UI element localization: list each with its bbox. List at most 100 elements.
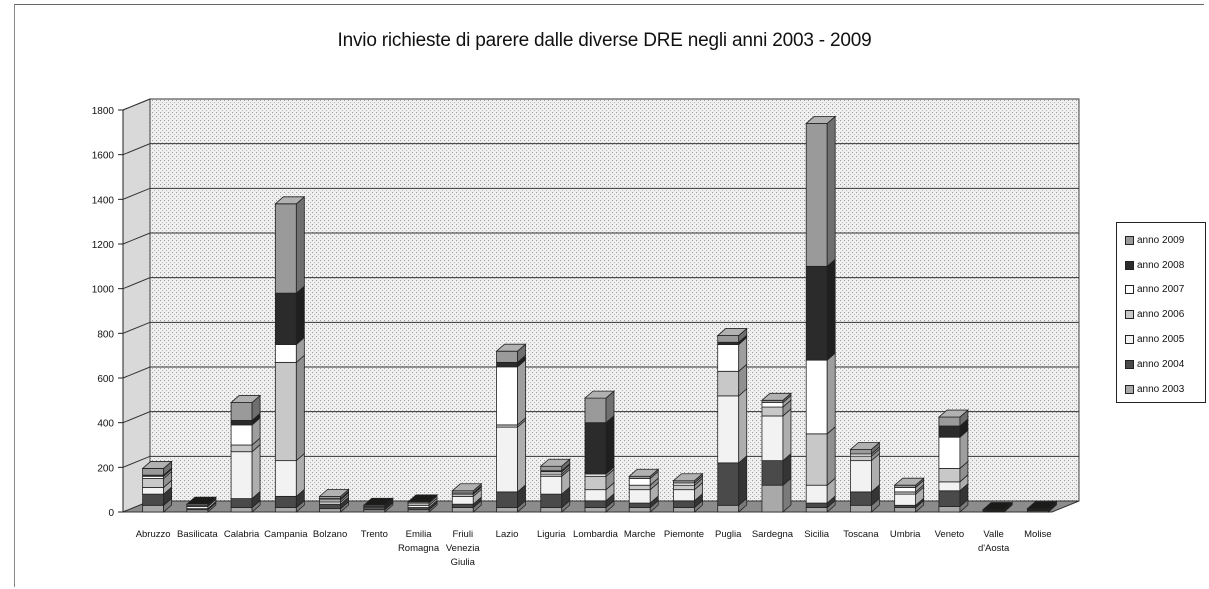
- bar-segment: [761, 415, 784, 462]
- bar-segment: [938, 481, 961, 492]
- legend-label: anno 2006: [1137, 309, 1185, 321]
- bar-top: [451, 483, 483, 492]
- x-tick-label: Basilicata: [177, 529, 218, 540]
- legend-label: anno 2004: [1137, 358, 1185, 370]
- bar-segment: [496, 350, 518, 363]
- legend-label: anno 2005: [1137, 334, 1185, 346]
- bar-segment: [274, 495, 297, 508]
- bar-top: [982, 502, 1014, 510]
- legend-label: anno 2007: [1137, 284, 1185, 296]
- bar-segment: [142, 504, 165, 513]
- bar-segment: [584, 397, 607, 424]
- bar-segment: [761, 460, 784, 486]
- bar-segment: [142, 468, 165, 476]
- y-tick-label: 200: [97, 463, 114, 474]
- legend-item: anno 2006: [1125, 302, 1205, 327]
- x-tick-label: Abruzzo: [136, 529, 171, 540]
- bar-segment: [142, 493, 165, 506]
- bar-top: [141, 461, 173, 469]
- bar-top: [1026, 501, 1058, 510]
- legend-label: anno 2003: [1137, 383, 1185, 395]
- bar-segment-side: [517, 358, 526, 426]
- bar-segment: [938, 416, 961, 427]
- bar-segment-side: [295, 195, 305, 295]
- legend-item: anno 2004: [1125, 352, 1205, 377]
- bar-segment: [850, 455, 872, 462]
- bar-top: [628, 468, 660, 477]
- bar-top: [539, 458, 571, 467]
- bar-top: [672, 473, 704, 482]
- bar-segment: [230, 498, 253, 508]
- bar-segment: [142, 478, 165, 488]
- bar-segment: [584, 475, 607, 491]
- bar-segment-side: [826, 258, 836, 362]
- x-tick-label: Piemonte: [664, 529, 704, 540]
- bar-segment: [584, 489, 607, 502]
- y-tick-label: 800: [97, 329, 114, 340]
- bar-segment: [540, 493, 563, 508]
- bar-segment: [717, 504, 740, 513]
- bar-segment: [761, 406, 784, 417]
- bar-segment: [938, 506, 961, 513]
- gridline: [122, 98, 1079, 111]
- x-tick-label: Bolzano: [313, 529, 347, 540]
- bar-segment: [717, 370, 740, 397]
- bar-segment: [274, 507, 297, 513]
- bar-segment: [850, 504, 872, 513]
- bar-top: [893, 477, 925, 486]
- bar-segment: [850, 449, 872, 455]
- x-tick-label: Lombardia: [573, 529, 619, 540]
- bar-segment: [850, 460, 872, 493]
- bar-top: [185, 496, 217, 505]
- bar-segment: [894, 507, 917, 513]
- legend-label: anno 2009: [1137, 234, 1185, 246]
- legend-swatch: [1125, 310, 1134, 320]
- gridline: [122, 277, 1079, 290]
- y-tick-label: 1800: [92, 106, 115, 117]
- bar-segment: [496, 361, 518, 368]
- bar-segment: [938, 490, 961, 507]
- gridline: [122, 232, 1079, 245]
- bar-top: [937, 409, 969, 418]
- bar-segment: [584, 422, 607, 475]
- x-tick-label: Campania: [264, 529, 308, 540]
- bar-top: [274, 196, 306, 205]
- bar-segment: [673, 500, 695, 508]
- bar-segment: [451, 507, 474, 513]
- bar-segment: [805, 502, 828, 508]
- bar-segment: [761, 402, 784, 408]
- legend-item: anno 2008: [1125, 253, 1205, 278]
- bar-segment-side: [517, 419, 526, 493]
- bar-segment-side: [738, 387, 748, 464]
- bar-segment: [717, 462, 740, 506]
- bar-segment: [274, 292, 297, 345]
- bar-segment: [673, 484, 695, 491]
- x-tick-label: Marche: [624, 529, 656, 540]
- bar-segment: [274, 344, 297, 363]
- x-tick-label: Liguria: [537, 529, 566, 540]
- bar-segment-side: [605, 414, 615, 475]
- x-tick-label: Puglia: [715, 529, 742, 540]
- bar-segment-side: [295, 285, 305, 346]
- gridline: [122, 321, 1079, 334]
- bar-segment-side: [782, 408, 792, 462]
- bar-segment: [274, 460, 297, 497]
- bar-segment-side: [251, 443, 261, 500]
- legend-label: anno 2008: [1137, 259, 1185, 271]
- y-tick-label: 1000: [92, 285, 115, 296]
- bar-top: [318, 488, 350, 497]
- bar-top: [760, 392, 793, 401]
- bar-segment: [540, 475, 563, 495]
- bar-segment: [761, 484, 784, 513]
- legend-swatch: [1125, 285, 1134, 295]
- plot-side-wall: [122, 98, 151, 513]
- x-tick-label: Toscana: [843, 529, 879, 540]
- bar-segment-side: [826, 352, 836, 435]
- bar-segment-side: [826, 115, 836, 268]
- gridline: [122, 366, 1079, 379]
- bar-top: [362, 497, 394, 506]
- bar-top: [716, 328, 748, 336]
- bar-segment: [230, 451, 253, 500]
- x-tick-label: Sardegna: [752, 529, 794, 540]
- bar-segment: [142, 487, 165, 495]
